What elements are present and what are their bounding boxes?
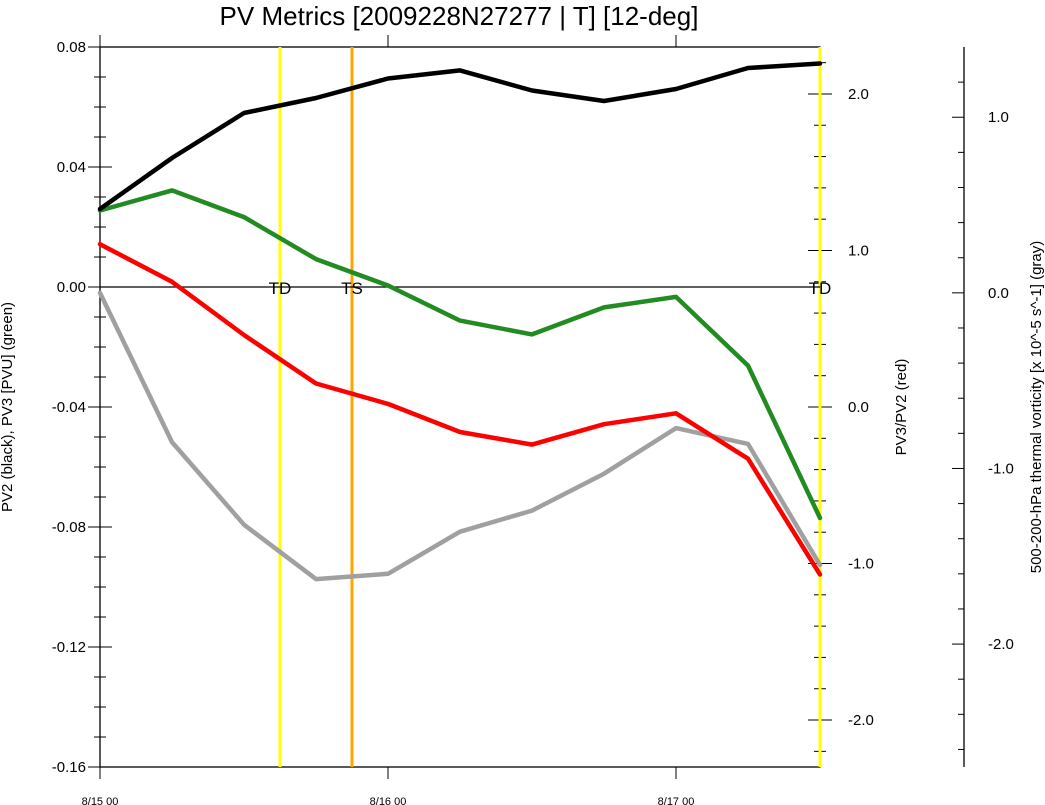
x-tick-label: 8/17 00 (658, 796, 695, 805)
annotations-layer: TD TS TD (269, 279, 832, 298)
left-tick-label: 0.04 (57, 159, 86, 176)
right-tick-label: -1.0 (848, 556, 874, 573)
stage-annotation: TS (341, 279, 363, 298)
far-right-tick-label: 1.0 (988, 109, 1009, 126)
series-line-pv3-pv2 (97, 241, 823, 577)
far-right-tick-label: 0.0 (988, 285, 1009, 302)
chart-title: PV Metrics [2009228N27277 | T] [12-deg] (220, 1, 699, 31)
series-lines-layer (97, 47, 823, 767)
left-tick-label: -0.04 (52, 399, 86, 416)
far-right-tick-label: -1.0 (988, 460, 1014, 477)
left-tick-label: -0.12 (52, 639, 86, 656)
left-axis-label: PV2 (black), PV3 [PVU] (green) (0, 302, 16, 512)
series-line-thermal-vorticity (97, 290, 823, 582)
right-axis-label: PV3/PV2 (red) (893, 359, 910, 456)
right-tick-label: 2.0 (848, 86, 869, 103)
left-tick-label: -0.16 (52, 759, 86, 776)
right-tick-label: -2.0 (848, 712, 874, 729)
right-tick-label: 0.0 (848, 399, 869, 416)
far-right-tick-label: -2.0 (988, 636, 1014, 653)
right-tick-label: 1.0 (848, 242, 869, 259)
series-line-pv2 (97, 61, 823, 212)
left-tick-label: -0.08 (52, 519, 86, 536)
series-line-pv3 (97, 188, 823, 521)
left-tick-label: 0.08 (57, 39, 86, 56)
left-tick-label: 0.00 (57, 279, 86, 296)
x-tick-label: 8/16 00 (370, 796, 407, 805)
far-right-axis-label: 500-200-hPa thermal vorticity [x 10^-5 s… (1028, 241, 1045, 574)
plot-frame (99, 46, 821, 768)
x-tick-label: 8/15 00 (82, 796, 119, 805)
stage-annotation: TD (269, 279, 292, 298)
stage-annotation: TD (809, 279, 832, 298)
axis-ticks-layer: 0.08 0.04 0.00 -0.04 -0.08 -0.12 -0.16 2.0 1.0 0.… (52, 35, 1014, 805)
